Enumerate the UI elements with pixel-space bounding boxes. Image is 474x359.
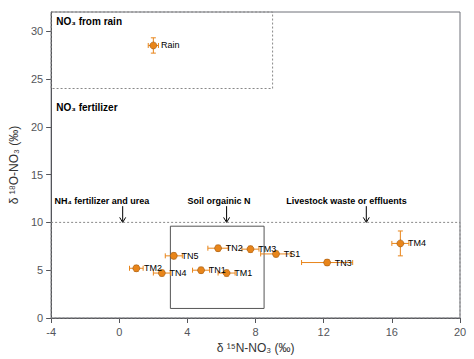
svg-text:NO₃ fertilizer: NO₃ fertilizer (56, 102, 117, 113)
svg-text:TN1: TN1 (209, 265, 226, 275)
svg-text:TN4: TN4 (170, 268, 187, 278)
svg-text:-4: -4 (46, 326, 56, 338)
svg-text:Soil orgainic N: Soil orgainic N (187, 196, 250, 206)
svg-text:5: 5 (37, 264, 43, 276)
svg-text:TM4: TM4 (408, 238, 426, 248)
svg-text:10: 10 (31, 216, 43, 228)
svg-text:TS1: TS1 (284, 249, 301, 259)
svg-text:TM2: TM2 (144, 263, 162, 273)
svg-text:12: 12 (318, 326, 330, 338)
svg-text:4: 4 (184, 326, 190, 338)
svg-text:15: 15 (31, 169, 43, 181)
svg-text:0: 0 (116, 326, 122, 338)
svg-text:TM1: TM1 (234, 268, 252, 278)
svg-text:Livestock waste or effluents: Livestock waste or effluents (286, 196, 407, 206)
svg-text:8: 8 (253, 326, 259, 338)
svg-text:TM3: TM3 (258, 244, 276, 254)
svg-text:TN3: TN3 (335, 258, 352, 268)
svg-text:TN2: TN2 (226, 243, 243, 253)
svg-text:NO₃ from rain: NO₃ from rain (56, 16, 122, 27)
svg-text:20: 20 (31, 121, 43, 133)
svg-text:0: 0 (37, 312, 43, 324)
svg-text:30: 30 (31, 25, 43, 37)
svg-text:Rain: Rain (161, 40, 180, 50)
svg-text:δ ¹⁸O-NO₃ (‰): δ ¹⁸O-NO₃ (‰) (7, 126, 21, 205)
svg-text:TN5: TN5 (182, 251, 199, 261)
svg-text:25: 25 (31, 73, 43, 85)
svg-text:20: 20 (454, 326, 466, 338)
svg-text:16: 16 (386, 326, 398, 338)
svg-text:δ ¹⁵N-NO₃ (‰): δ ¹⁵N-NO₃ (‰) (217, 341, 295, 355)
svg-text:NH₄ fertilizer and urea: NH₄ fertilizer and urea (55, 196, 151, 206)
